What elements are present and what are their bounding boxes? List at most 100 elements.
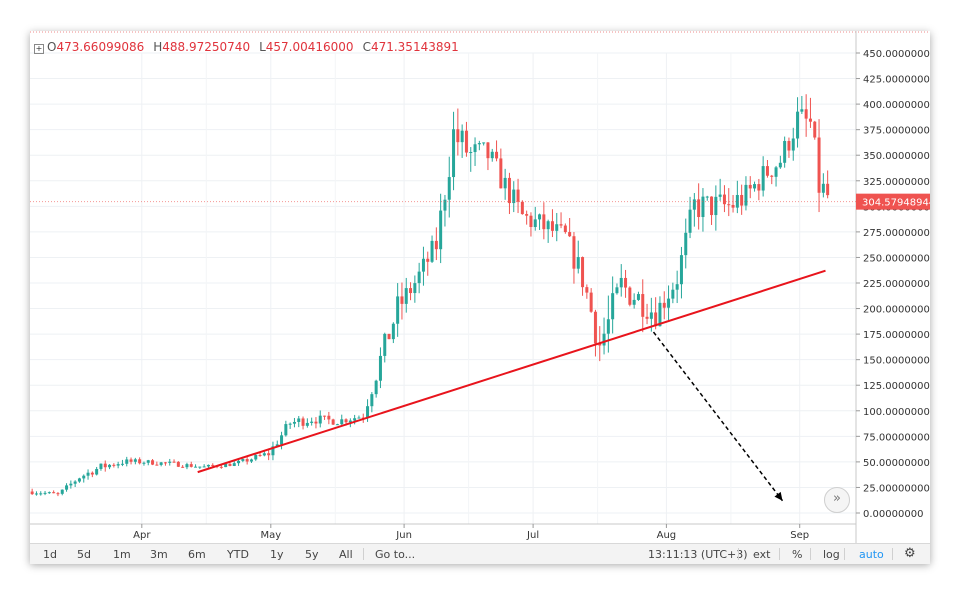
candle-body	[155, 464, 159, 466]
range-all-button[interactable]: All	[339, 548, 353, 561]
projection-arrow-head	[774, 491, 783, 501]
bottom-toolbar: 1d 5d 1m 3m 6m YTD 1y 5y All Go to... 13…	[30, 543, 930, 564]
y-tick-label: 225.00000000	[863, 279, 930, 290]
candle-body	[688, 209, 692, 233]
toolbar-divider	[779, 548, 780, 560]
candle-body	[168, 461, 172, 463]
range-ytd-button[interactable]: YTD	[227, 548, 249, 561]
candle-body	[649, 312, 653, 319]
candle-body	[34, 493, 38, 495]
candle-body	[211, 464, 215, 466]
range-1y-button[interactable]: 1y	[270, 548, 284, 561]
legend-toggle-icon[interactable]: +	[34, 44, 44, 54]
y-tick-label: 125.00000000	[863, 381, 930, 392]
candle-body	[783, 140, 787, 163]
candle-body	[563, 225, 567, 233]
candle-body	[555, 224, 559, 231]
candle-body	[512, 189, 516, 204]
candle-body	[310, 421, 314, 423]
open-label: O	[47, 40, 57, 54]
candle-body	[318, 415, 322, 424]
double-chevron-right-icon: »	[833, 491, 841, 506]
candle-body	[826, 183, 830, 196]
candle-body	[357, 417, 361, 419]
percent-scale-toggle[interactable]: %	[792, 548, 803, 561]
y-tick-label: 375.00000000	[863, 126, 930, 137]
candle-body	[176, 461, 180, 467]
y-tick-label: 175.00000000	[863, 330, 930, 341]
candle-body	[443, 199, 447, 211]
candle-body	[65, 485, 69, 490]
toolbar-divider	[363, 548, 364, 560]
candle-body	[305, 422, 309, 426]
candle-body	[765, 166, 769, 176]
close-value: 471.35143891	[370, 40, 459, 54]
candle-body	[490, 151, 494, 159]
candle-body	[73, 481, 77, 484]
close-label: C	[362, 40, 371, 54]
gear-icon[interactable]: ⚙	[904, 546, 916, 561]
candle-body	[297, 418, 301, 422]
candle-body	[206, 464, 210, 467]
candle-body	[353, 418, 357, 421]
candle-body	[348, 420, 352, 423]
candle-body	[477, 143, 481, 145]
candle-body	[245, 459, 249, 462]
candle-body	[533, 219, 537, 228]
scroll-to-realtime-button[interactable]: »	[824, 487, 850, 513]
candle-body	[748, 184, 752, 189]
low-value: 457.00416000	[265, 40, 354, 54]
candle-body	[125, 459, 129, 464]
candle-body	[292, 421, 296, 424]
toolbar-divider	[844, 548, 845, 560]
candle-body	[787, 140, 791, 151]
candle-body	[374, 380, 378, 395]
auto-scale-toggle[interactable]: auto	[859, 548, 884, 561]
candle-body	[99, 463, 103, 469]
candle-body	[267, 453, 271, 456]
candle-body	[714, 196, 718, 216]
last-price-tag	[856, 193, 930, 210]
candle-body	[727, 204, 731, 206]
candle-body	[585, 287, 589, 293]
candle-body	[237, 460, 241, 464]
candle-body	[817, 137, 821, 193]
candle-body	[400, 296, 404, 304]
candle-body	[262, 453, 266, 456]
candle-body	[658, 302, 662, 327]
range-1m-button[interactable]: 1m	[113, 548, 131, 561]
candle-body	[202, 466, 206, 468]
range-1d-button[interactable]: 1d	[43, 548, 57, 561]
candle-body	[327, 415, 331, 420]
candle-body	[697, 199, 701, 218]
clock-timezone-button[interactable]: 13:11:13 (UTC+3)	[648, 548, 748, 561]
candle-body	[808, 118, 812, 122]
candle-body	[378, 355, 382, 381]
y-tick-label: 100.00000000	[863, 407, 930, 418]
range-5d-button[interactable]: 5d	[77, 548, 91, 561]
range-5y-button[interactable]: 5y	[305, 548, 319, 561]
projection-arrow-line	[652, 331, 784, 502]
toolbar-divider	[738, 548, 739, 560]
range-6m-button[interactable]: 6m	[188, 548, 206, 561]
price-chart[interactable]: 450.00000000 425.00000000 400.00000000 375.…	[30, 31, 930, 543]
candle-body	[520, 201, 524, 215]
x-tick-label: Jun	[395, 530, 412, 541]
candle-body	[47, 492, 51, 494]
y-tick-label: 25.00000000	[863, 483, 930, 494]
candle-body	[116, 464, 120, 466]
ohlc-legend: + O473.66099086 H488.97250740 L457.00416000…	[34, 40, 459, 54]
log-scale-toggle[interactable]: log	[823, 548, 840, 561]
candle-body	[447, 177, 451, 200]
ext-hours-toggle[interactable]: ext	[753, 548, 771, 561]
candle-body	[43, 492, 47, 494]
candle-body	[804, 109, 808, 119]
candle-body	[675, 284, 679, 290]
candle-body	[340, 419, 344, 425]
candle-body	[598, 343, 602, 346]
goto-date-button[interactable]: Go to...	[375, 548, 416, 561]
candle-body	[331, 419, 335, 425]
candle-body	[525, 214, 529, 216]
range-3m-button[interactable]: 3m	[150, 548, 168, 561]
candle-body	[417, 271, 421, 284]
